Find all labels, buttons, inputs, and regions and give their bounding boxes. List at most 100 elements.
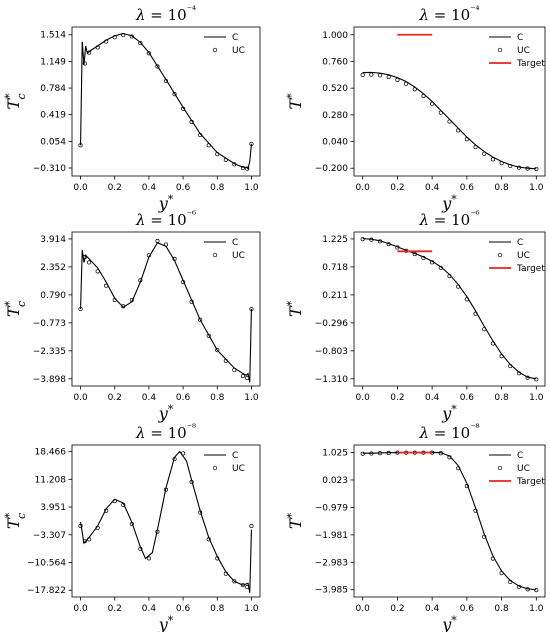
panel-3-series-UC-point bbox=[198, 317, 203, 322]
panel-4-series-UC-point bbox=[508, 364, 513, 369]
panel-3-series-C-line bbox=[80, 242, 252, 383]
panel-5-series-UC-point bbox=[249, 523, 254, 529]
panel-5-series-UC-point bbox=[138, 546, 143, 551]
panel-1-series-UC-point bbox=[245, 166, 250, 171]
panel-3-y-tick-label: −3.898 bbox=[33, 375, 67, 385]
panel-5-series-UC-point bbox=[129, 522, 134, 527]
panel-2-series-UC-point bbox=[490, 157, 495, 162]
panel-1-series-UC-point bbox=[155, 64, 160, 69]
panel-6-series-UC-point bbox=[377, 451, 383, 456]
panel-3-x-tick-label: 1.0 bbox=[244, 393, 259, 403]
panel-6-y-tick-label: −3.985 bbox=[315, 586, 348, 596]
panel-3-legend-label-C: C bbox=[232, 238, 238, 248]
panel-1-y-tick-label: −0.310 bbox=[33, 164, 67, 174]
panel-1-x-tick-label: 1.0 bbox=[244, 183, 259, 193]
panel-6-legend-label-Target: Target bbox=[516, 477, 545, 487]
panel-5-y-tick-label: −10.564 bbox=[27, 558, 66, 568]
panel-5-series-UC-point bbox=[121, 502, 126, 508]
panel-3-y-tick-label: 3.914 bbox=[40, 235, 66, 245]
panel-5-series-UC-point bbox=[146, 556, 151, 561]
panel-3-series-UC-point bbox=[223, 358, 228, 363]
panel-2-x-tick-label: 0.4 bbox=[425, 183, 440, 193]
panel-5-series-UC-point bbox=[206, 537, 211, 542]
panel-6-series-UC-point bbox=[447, 455, 452, 460]
panel-3-x-tick-label: 0.0 bbox=[73, 393, 88, 403]
panel-3-legend-label-UC: UC bbox=[232, 251, 245, 261]
panel-2-series-UC-point bbox=[369, 72, 374, 77]
panel-6-series-UC-point bbox=[534, 588, 539, 593]
panel-4-series-UC-point bbox=[473, 311, 478, 316]
panel-1-y-tick-label: 1.514 bbox=[40, 31, 66, 41]
panel-5-series-UC-point bbox=[172, 457, 177, 462]
panel-4-series-UC-point bbox=[430, 260, 435, 265]
panel-3-series-UC-point bbox=[163, 242, 169, 247]
panel-2-series-UC-point bbox=[386, 74, 391, 80]
panel-1-plot-frame bbox=[71, 26, 261, 177]
panel-2-title: λ = 10⁻⁴ bbox=[418, 5, 479, 24]
panel-3-x-tick-label: 0.6 bbox=[176, 393, 191, 403]
panel-3-series-UC-point bbox=[155, 238, 160, 244]
panel-2-series-UC-point bbox=[438, 110, 443, 115]
panel-1-series-UC-point bbox=[223, 157, 228, 162]
panel-6-series-UC-point bbox=[360, 451, 365, 456]
panel-2-series-UC-point bbox=[404, 81, 409, 86]
panel-4-legend-label-C: C bbox=[517, 238, 523, 248]
panel-6-x-tick-label: 0.2 bbox=[390, 604, 404, 614]
panel-5-series-UC-point bbox=[223, 571, 228, 576]
panel-4-series-UC-point bbox=[464, 297, 469, 302]
panel-5-y-tick-label: −17.822 bbox=[27, 586, 66, 596]
panel-1-x-axis-label: y* bbox=[158, 193, 174, 213]
panel-3-plot-frame bbox=[71, 231, 261, 387]
panel-6-x-tick-label: 0.8 bbox=[494, 604, 509, 614]
panel-1-series-UC-point bbox=[87, 50, 92, 55]
panel-4-x-tick-label: 0.0 bbox=[356, 393, 371, 403]
panel-3-series-UC-point bbox=[104, 283, 109, 288]
panel-3-series-UC-point bbox=[232, 367, 237, 372]
panel-2-series-UC-point bbox=[534, 166, 539, 172]
panel-4-series-UC-point bbox=[395, 245, 400, 250]
panel-6-series-UC-point bbox=[473, 508, 478, 513]
panel-1-legend-label-UC: UC bbox=[232, 46, 245, 56]
panel-4-x-axis-label: y* bbox=[441, 403, 457, 423]
panel-4-series-UC-point bbox=[386, 242, 391, 247]
panel-1-series-UC-point bbox=[215, 152, 220, 157]
panel-1-series-UC-point bbox=[181, 106, 186, 111]
panel-6-title: λ = 10⁻⁸ bbox=[418, 423, 479, 442]
panel-3-series-UC-point bbox=[87, 260, 92, 265]
panel-1-x-tick-label: 0.8 bbox=[210, 183, 225, 193]
panel-1-series-UC-point bbox=[112, 35, 117, 40]
panel-5-series-UC-point bbox=[240, 583, 245, 588]
panel-1-series-UC-point bbox=[82, 61, 87, 66]
panel-4-plot-frame bbox=[353, 231, 546, 387]
panel-4-series-UC-point bbox=[490, 341, 495, 346]
panel-3-y-tick-label: −2.335 bbox=[33, 347, 66, 357]
panel-2-y-tick-label: 0.520 bbox=[322, 84, 348, 94]
panel-6-y-axis-label: T* bbox=[285, 512, 305, 529]
panel-4-y-tick-label: 0.718 bbox=[322, 263, 348, 273]
panel-3-series-UC-point bbox=[138, 278, 143, 283]
panel-4-series-UC-point bbox=[421, 255, 426, 260]
panel-6-legend-swatch-UC bbox=[497, 465, 503, 471]
panel-6-y-tick-label: −1.981 bbox=[315, 531, 348, 541]
panel-3-title: λ = 10⁻⁶ bbox=[135, 210, 196, 229]
panel-6-x-tick-label: 0.6 bbox=[460, 604, 475, 614]
panel-6-series-UC-point bbox=[516, 584, 522, 589]
panel-4-series-UC-point bbox=[499, 354, 504, 359]
panel-6-legend-label-UC: UC bbox=[517, 464, 530, 474]
panel-6-plot-frame bbox=[353, 444, 546, 598]
panel-2-x-axis-label: y* bbox=[441, 193, 457, 213]
panel-6-y-tick-label: −0.979 bbox=[315, 503, 349, 513]
panel-5-x-tick-label: 0.0 bbox=[73, 604, 88, 614]
panel-4-y-tick-label: −1.310 bbox=[315, 375, 349, 385]
panel-2-series-UC-point bbox=[516, 165, 522, 170]
panel-1-series-UC-point bbox=[121, 32, 126, 38]
panel-6-series-UC-point bbox=[499, 571, 504, 576]
panel-5-series-C-line bbox=[80, 450, 252, 593]
panel-1-series-C-line bbox=[80, 33, 252, 170]
panel-1-title: λ = 10⁻⁴ bbox=[135, 5, 196, 24]
panel-5-y-tick-label: 3.951 bbox=[40, 503, 66, 513]
panel-1-series-UC-point bbox=[146, 51, 151, 56]
panel-4-y-tick-label: −0.803 bbox=[315, 347, 348, 357]
panel-6-y-tick-label: 1.025 bbox=[322, 449, 348, 459]
